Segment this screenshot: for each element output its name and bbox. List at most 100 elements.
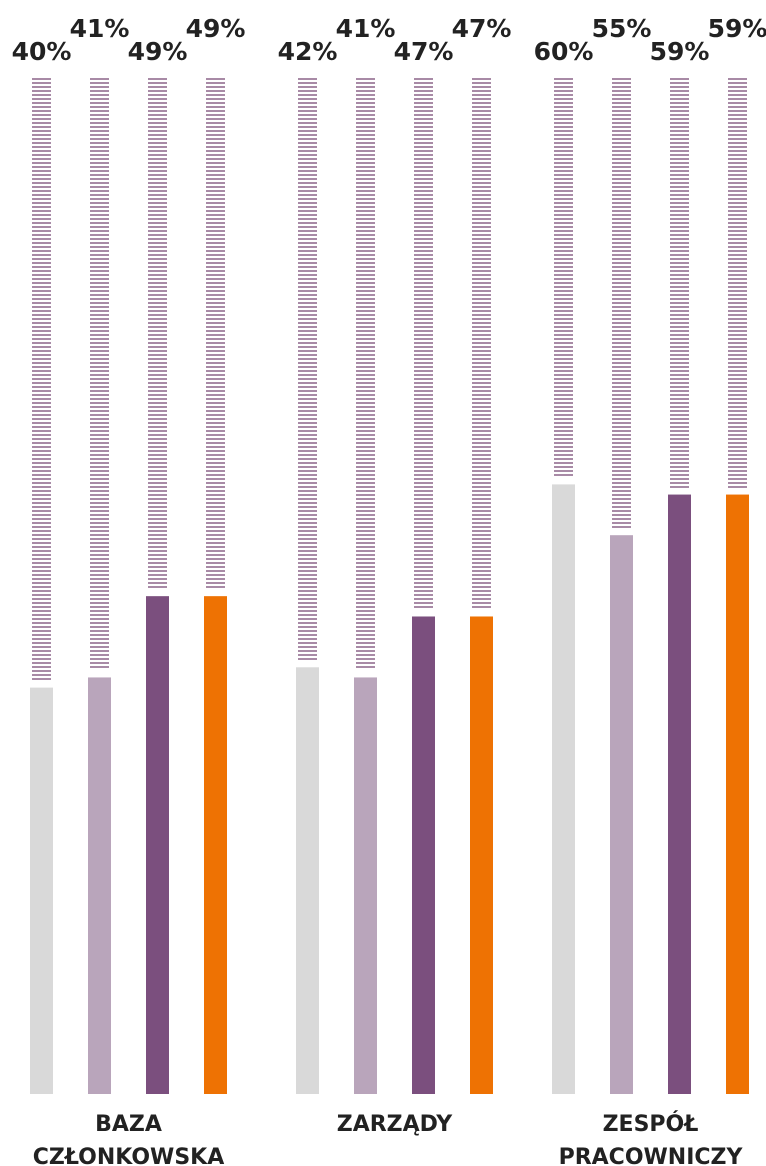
remainder-dash <box>414 198 433 200</box>
remainder-dash <box>148 386 167 388</box>
remainder-dash <box>554 298 573 300</box>
remainder-dash <box>148 474 167 476</box>
remainder-dash <box>90 86 109 88</box>
remainder-dash <box>32 606 51 608</box>
remainder-dash <box>90 542 109 544</box>
remainder-dash <box>32 486 51 488</box>
remainder-dash <box>298 418 317 420</box>
remainder-dash <box>356 286 375 288</box>
remainder-dash <box>670 302 689 304</box>
remainder-dash <box>206 550 225 552</box>
remainder-dash <box>356 534 375 536</box>
remainder-dash <box>90 534 109 536</box>
remainder-dash <box>612 258 631 260</box>
remainder-dash <box>414 118 433 120</box>
remainder-dash <box>414 290 433 292</box>
remainder-dash <box>554 346 573 348</box>
remainder-dash <box>206 338 225 340</box>
remainder-dash <box>148 302 167 304</box>
remainder-dash <box>206 414 225 416</box>
remainder-dash <box>148 486 167 488</box>
remainder-dash <box>298 514 317 516</box>
remainder-dash <box>298 82 317 84</box>
remainder-dash <box>90 118 109 120</box>
remainder-dash <box>554 202 573 204</box>
remainder-dash <box>356 246 375 248</box>
remainder-dash <box>206 406 225 408</box>
remainder-dash <box>356 78 375 80</box>
remainder-dash <box>90 506 109 508</box>
remainder-dash <box>356 306 375 308</box>
remainder-dash <box>612 82 631 84</box>
remainder-dash <box>356 98 375 100</box>
remainder-dash <box>554 246 573 248</box>
remainder-dash <box>90 270 109 272</box>
remainder-dash <box>472 138 491 140</box>
remainder-dash <box>356 570 375 572</box>
remainder-dash <box>414 594 433 596</box>
remainder-dash <box>554 134 573 136</box>
remainder-dash <box>356 402 375 404</box>
remainder-dash <box>90 626 109 628</box>
remainder-dash <box>414 330 433 332</box>
remainder-dash <box>148 570 167 572</box>
remainder-dash <box>32 654 51 656</box>
remainder-dash <box>206 266 225 268</box>
remainder-dash <box>612 510 631 512</box>
remainder-dash <box>148 518 167 520</box>
remainder-dash <box>728 350 747 352</box>
bar <box>668 494 691 1094</box>
remainder-dash <box>298 578 317 580</box>
remainder-dash <box>298 598 317 600</box>
remainder-dash <box>356 614 375 616</box>
remainder-dash <box>356 82 375 84</box>
remainder-dash <box>728 250 747 252</box>
remainder-dash <box>670 166 689 168</box>
remainder-dash <box>206 430 225 432</box>
remainder-dash <box>670 230 689 232</box>
remainder-dash <box>90 466 109 468</box>
bar-remainder <box>298 78 317 660</box>
remainder-dash <box>472 234 491 236</box>
remainder-dash <box>90 354 109 356</box>
remainder-dash <box>32 646 51 648</box>
remainder-dash <box>414 134 433 136</box>
remainder-dash <box>90 430 109 432</box>
remainder-dash <box>472 578 491 580</box>
remainder-dash <box>298 450 317 452</box>
remainder-dash <box>414 298 433 300</box>
remainder-dash <box>356 94 375 96</box>
remainder-dash <box>356 486 375 488</box>
remainder-dash <box>148 462 167 464</box>
remainder-dash <box>90 266 109 268</box>
remainder-dash <box>90 274 109 276</box>
remainder-dash <box>90 202 109 204</box>
remainder-dash <box>206 370 225 372</box>
remainder-dash <box>414 566 433 568</box>
remainder-dash <box>206 346 225 348</box>
remainder-dash <box>148 154 167 156</box>
remainder-dash <box>554 414 573 416</box>
remainder-dash <box>612 202 631 204</box>
remainder-dash <box>90 486 109 488</box>
remainder-dash <box>148 178 167 180</box>
remainder-dash <box>554 362 573 364</box>
remainder-dash <box>670 458 689 460</box>
remainder-dash <box>206 98 225 100</box>
remainder-dash <box>298 634 317 636</box>
remainder-dash <box>298 474 317 476</box>
remainder-dash <box>206 354 225 356</box>
remainder-dash <box>90 98 109 100</box>
remainder-dash <box>554 442 573 444</box>
remainder-dash <box>472 142 491 144</box>
remainder-dash <box>298 498 317 500</box>
remainder-dash <box>148 374 167 376</box>
remainder-dash <box>32 574 51 576</box>
remainder-dash <box>298 118 317 120</box>
remainder-dash <box>298 610 317 612</box>
remainder-dash <box>554 314 573 316</box>
remainder-dash <box>356 482 375 484</box>
remainder-dash <box>356 334 375 336</box>
remainder-dash <box>90 170 109 172</box>
